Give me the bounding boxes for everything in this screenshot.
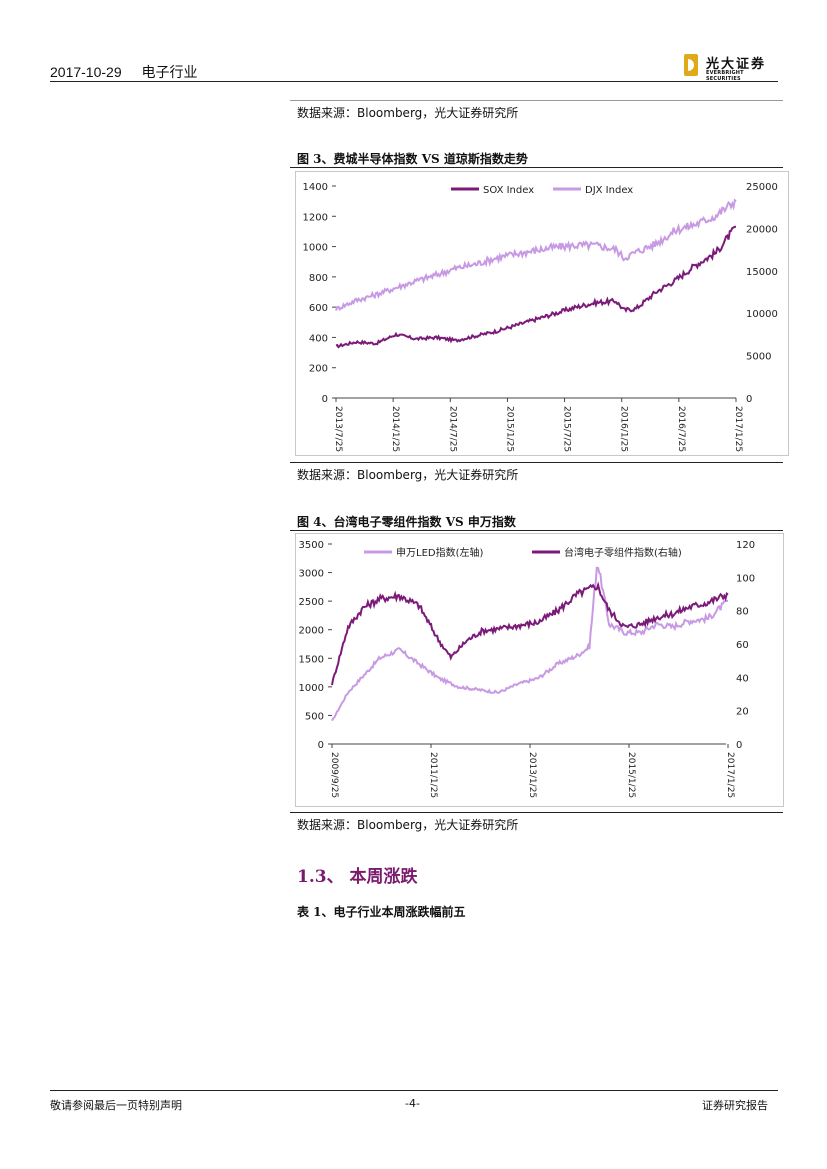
- legend-label: DJX Index: [585, 185, 633, 196]
- figure-3-caption: 图 3、费城半导体指数 VS 道琼斯指数走势: [297, 152, 528, 166]
- x-axis-tick-label: 2013/7/25: [333, 406, 343, 452]
- left-axis-tick-label: 500: [305, 711, 324, 722]
- left-axis-tick-label: 2500: [299, 597, 324, 608]
- footer-divider: [50, 1090, 778, 1091]
- x-axis-tick-label: 2015/1/25: [504, 406, 514, 452]
- x-axis-tick-label: 2013/1/25: [527, 752, 537, 798]
- x-axis-tick-label: 2015/7/25: [562, 406, 572, 452]
- logo-mark-icon: [684, 54, 698, 76]
- report-date: 2017-10-29 电子行业: [50, 62, 198, 82]
- left-axis-tick-label: 1500: [299, 654, 324, 665]
- x-axis-tick-label: 2009/9/25: [329, 752, 339, 798]
- divider: [290, 530, 783, 531]
- date: 2017-10-29: [50, 64, 122, 80]
- right-axis-tick-label: 40: [736, 673, 749, 684]
- right-axis-tick-label: 60: [736, 640, 749, 651]
- left-axis-tick-label: 400: [309, 333, 328, 344]
- right-axis-tick-label: 25000: [746, 182, 778, 193]
- legend-label: 申万LED指数(左轴): [396, 546, 483, 559]
- industry-name: 电子行业: [141, 64, 198, 80]
- company-logo: 光大证券 EVERBRIGHT SECURITIES: [684, 54, 780, 82]
- legend-label: 台湾电子零组件指数(右轴): [564, 546, 682, 559]
- series-line: [335, 198, 737, 312]
- right-axis-tick-label: 80: [736, 607, 749, 618]
- section-title: 1.3、 本周涨跌: [297, 867, 418, 887]
- header-divider: [50, 81, 778, 82]
- figure-3-source: 数据来源：Bloomberg，光大证券研究所: [297, 468, 519, 482]
- series-line: [331, 566, 729, 722]
- divider: [290, 812, 783, 813]
- logo-subtext: EVERBRIGHT SECURITIES: [706, 70, 744, 82]
- figure-4-caption: 图 4、台湾电子零组件指数 VS 申万指数: [297, 515, 516, 529]
- x-axis-tick-label: 2015/1/25: [626, 752, 636, 798]
- left-axis-tick-label: 0: [322, 394, 328, 405]
- right-axis-tick-label: 5000: [746, 352, 771, 363]
- left-axis-tick-label: 3500: [299, 540, 324, 551]
- left-axis-tick-label: 1400: [303, 182, 328, 193]
- figure-3-chart: 1400 1200 1000 800 600 400 200 0 25000 20000 15000…: [295, 171, 789, 456]
- page-number: -4-: [405, 1097, 420, 1110]
- figure-4-source: 数据来源：Bloomberg，光大证券研究所: [297, 818, 519, 832]
- divider: [290, 100, 783, 101]
- right-axis-tick-label: 20: [736, 707, 749, 718]
- left-axis-tick-label: 1200: [303, 212, 328, 223]
- divider: [290, 462, 783, 463]
- left-axis-tick-label: 1000: [299, 683, 324, 694]
- series-line: [335, 225, 737, 349]
- right-axis-tick-label: 10000: [746, 309, 778, 320]
- source-note: 数据来源：Bloomberg，光大证券研究所: [297, 106, 519, 120]
- right-axis-tick-label: 15000: [746, 267, 778, 278]
- logo-text: 光大证券: [706, 57, 767, 72]
- x-axis-tick-label: 2017/1/25: [733, 406, 743, 452]
- x-axis-tick-label: 2014/1/25: [390, 406, 400, 452]
- legend-label: SOX Index: [483, 185, 534, 196]
- right-axis-tick-label: 0: [736, 740, 742, 751]
- right-axis-tick-label: 20000: [746, 224, 778, 235]
- right-axis-tick-label: 0: [746, 394, 752, 405]
- figure-4-svg: 3500 3000 2500 2000 1500 1000 500 0 120 100 80 60 40…: [299, 540, 756, 798]
- left-axis-tick-label: 0: [318, 740, 324, 751]
- x-axis-tick-label: 2016/1/25: [619, 406, 629, 452]
- footer-disclaimer: 敬请参阅最后一页特别声明: [50, 1099, 182, 1112]
- left-axis-tick-label: 3000: [299, 569, 324, 580]
- left-axis-tick-label: 800: [309, 273, 328, 284]
- x-axis-tick-label: 2016/7/25: [676, 406, 686, 452]
- figure-3-svg: 1400 1200 1000 800 600 400 200 0 25000 20000 15000…: [303, 182, 778, 452]
- table-caption: 表 1、电子行业本周涨跌幅前五: [297, 905, 466, 919]
- right-axis-tick-label: 120: [736, 540, 755, 551]
- x-axis-tick-label: 2017/1/25: [725, 752, 735, 798]
- footer-report-type: 证券研究报告: [702, 1099, 768, 1112]
- left-axis-tick-label: 600: [309, 303, 328, 314]
- x-axis-tick-label: 2014/7/25: [447, 406, 457, 452]
- left-axis-tick-label: 1000: [303, 243, 328, 254]
- series-line: [331, 581, 729, 686]
- right-axis-tick-label: 100: [736, 573, 755, 584]
- left-axis-tick-label: 200: [309, 364, 328, 375]
- left-axis-tick-label: 2000: [299, 626, 324, 637]
- divider: [290, 167, 783, 168]
- x-axis-tick-label: 2011/1/25: [428, 752, 438, 798]
- figure-4-chart: 3500 3000 2500 2000 1500 1000 500 0 120 100 80 60 40…: [295, 533, 784, 807]
